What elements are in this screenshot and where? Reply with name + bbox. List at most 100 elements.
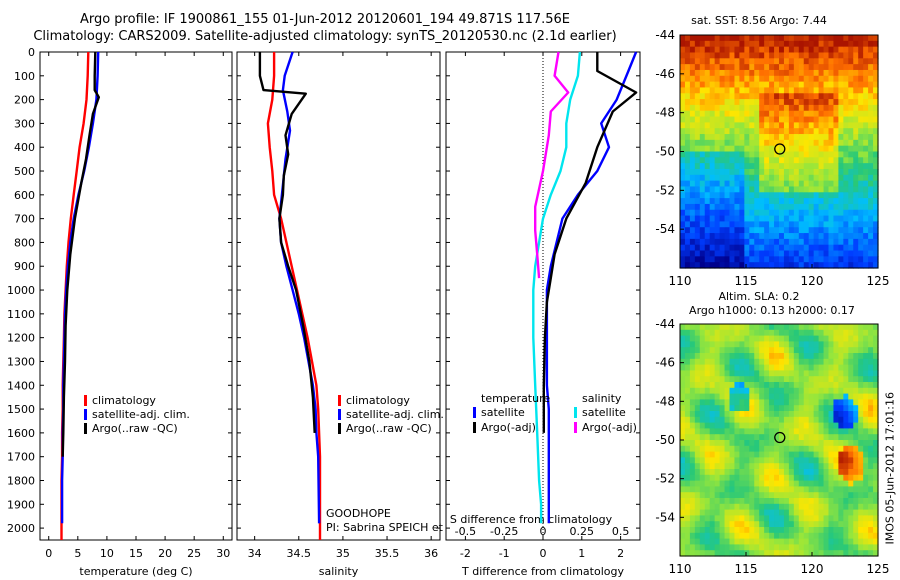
- ytick-label: 600: [14, 189, 35, 202]
- legend-swatch: [84, 395, 87, 406]
- legend-swatch: [473, 407, 476, 418]
- xtick-label: -1: [499, 547, 510, 560]
- ytick-label: 400: [14, 141, 35, 154]
- xtick-label: 15: [129, 547, 143, 560]
- ytick-label: 1900: [7, 498, 35, 511]
- secondary-xaxis-label: S difference from climatology: [450, 513, 613, 526]
- figure-title-line1: Argo profile: IF 1900861_155 01-Jun-2012…: [79, 12, 571, 27]
- series-line-differences-1: [542, 52, 638, 433]
- map-ytick-label: -44: [655, 28, 675, 42]
- map-ytick-label: -48: [655, 394, 675, 408]
- figure-title-line2: Climatology: CARS2009. Satellite-adjuste…: [33, 29, 617, 44]
- map-xtick-label: 120: [801, 562, 824, 576]
- legend-label: satellite: [582, 406, 626, 419]
- legend-title-salinity: salinity: [582, 392, 622, 405]
- annotation-goodhope: GOODHOPE: [326, 507, 391, 520]
- legend-swatch: [84, 409, 87, 420]
- top-xtick-label: 0: [540, 525, 547, 538]
- legend-label: Argo(..raw -QC): [92, 422, 178, 435]
- legend-label: satellite: [481, 406, 525, 419]
- legend-swatch: [84, 423, 87, 434]
- sst-heatmap: [680, 35, 879, 269]
- xtick-label: 0: [45, 547, 52, 560]
- series-line-temperature-2: [61, 51, 101, 457]
- legend-label: climatology: [346, 394, 410, 407]
- ytick-label: 300: [14, 117, 35, 130]
- legend-label: satellite-adj. clim.: [92, 408, 190, 421]
- xaxis-label-temperature: temperature (deg C): [79, 565, 192, 578]
- xtick-label: 34: [248, 547, 262, 560]
- xtick-label: 2: [617, 547, 624, 560]
- top-xtick-label: -0.25: [490, 525, 518, 538]
- map-ytick-label: -50: [655, 433, 675, 447]
- xtick-label: 5: [74, 547, 81, 560]
- sla-map-subtitle: Argo h1000: 0.13 h2000: 0.17: [689, 304, 855, 317]
- xtick-label: 20: [158, 547, 172, 560]
- ytick-label: 700: [14, 213, 35, 226]
- series-line-differences-3: [534, 51, 570, 279]
- series-line-differences-2: [532, 51, 582, 524]
- ytick-label: 0: [28, 46, 35, 59]
- xtick-label: 1: [578, 547, 585, 560]
- legend-label: Argo(-adj): [481, 421, 536, 434]
- ytick-label: 500: [14, 165, 35, 178]
- map-ytick-label: -52: [655, 183, 675, 197]
- ytick-label: 900: [14, 260, 35, 273]
- map-xtick-label: 110: [669, 274, 692, 288]
- legend-label: climatology: [92, 394, 156, 407]
- map-ytick-label: -50: [655, 145, 675, 159]
- top-xtick-label: 0.25: [570, 525, 595, 538]
- argo-position-marker: [774, 431, 786, 444]
- imos-timestamp: IMOS 05-Jun-2012 17:01:16: [883, 391, 897, 545]
- map-xtick-label: 110: [669, 562, 692, 576]
- ytick-label: 1400: [7, 379, 35, 392]
- series-line-salinity-2: [258, 52, 316, 433]
- ytick-label: 1500: [7, 403, 35, 416]
- xaxis-label-differences: T difference from climatology: [461, 565, 624, 578]
- ytick-label: 1100: [7, 308, 35, 321]
- legend-label: Argo(-adj): [582, 421, 637, 434]
- ytick-label: 1700: [7, 451, 35, 464]
- map-ytick-label: -54: [655, 222, 675, 236]
- xtick-label: 10: [100, 547, 114, 560]
- ytick-label: 1000: [7, 284, 35, 297]
- xtick-label: 0: [540, 547, 547, 560]
- legend-title-temperature: temperature: [481, 392, 550, 405]
- map-xtick-label: 115: [735, 562, 758, 576]
- ytick-label: 1300: [7, 355, 35, 368]
- ytick-label: 1800: [7, 474, 35, 487]
- legend-swatch: [338, 423, 341, 434]
- map-ytick-label: -44: [655, 317, 675, 331]
- legend-swatch: [473, 422, 476, 433]
- xtick-label: 30: [216, 547, 230, 560]
- map-xtick-label: 115: [735, 274, 758, 288]
- ytick-label: 1600: [7, 427, 35, 440]
- ytick-label: 200: [14, 94, 35, 107]
- argo-position-marker: [774, 143, 786, 155]
- legend-swatch: [338, 395, 341, 406]
- legend-swatch: [574, 422, 577, 433]
- map-xtick-label: 125: [867, 274, 890, 288]
- ytick-label: 100: [14, 70, 35, 83]
- plot-frame-temperature: [39, 51, 233, 541]
- sst-map-title: sat. SST: 8.56 Argo: 7.44: [691, 14, 827, 27]
- legend-label: Argo(..raw -QC): [346, 422, 432, 435]
- xtick-label: 35: [336, 547, 350, 560]
- ytick-label: 800: [14, 236, 35, 249]
- map-ytick-label: -46: [655, 67, 675, 81]
- top-xtick-label: -0.5: [455, 525, 476, 538]
- series-line-salinity-1: [278, 51, 321, 524]
- ytick-label: 2000: [7, 522, 35, 535]
- map-ytick-label: -54: [655, 510, 675, 524]
- series-line-salinity-0: [266, 52, 322, 540]
- xaxis-label-salinity: salinity: [319, 565, 359, 578]
- plot-frame-salinity: [236, 51, 441, 541]
- sla-map-title: Altim. SLA: 0.2: [718, 290, 799, 303]
- legend-swatch: [574, 407, 577, 418]
- legend-label: satellite-adj. clim.: [346, 408, 444, 421]
- map-ytick-label: -48: [655, 106, 675, 120]
- xtick-label: 34.5: [287, 547, 312, 560]
- map-ytick-label: -52: [655, 472, 675, 486]
- map-xtick-label: 125: [867, 562, 890, 576]
